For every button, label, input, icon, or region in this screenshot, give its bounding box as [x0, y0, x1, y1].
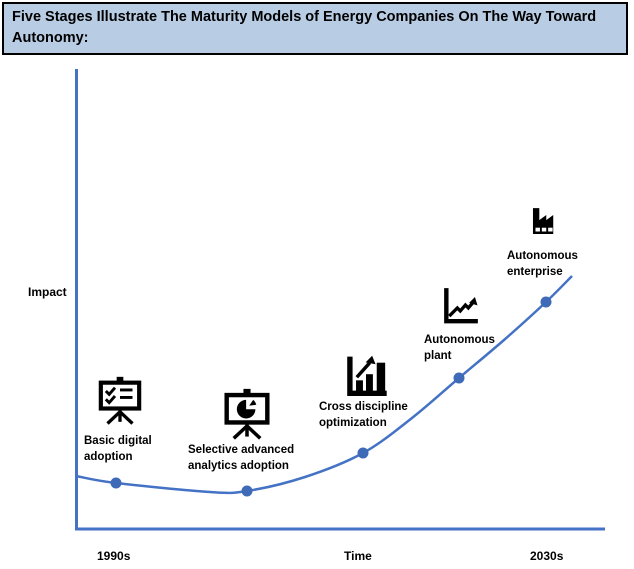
stage-marker-dot	[110, 477, 122, 489]
bar-chart-growth-icon	[343, 353, 389, 400]
stage-label-basic-digital-adoption: Basic digital adoption	[84, 435, 152, 463]
y-axis-label: Impact	[28, 285, 67, 299]
easel-pie-chart-icon	[220, 388, 274, 441]
stage-marker-dot	[241, 485, 253, 497]
stage-marker-dot	[453, 372, 465, 384]
factory-icon	[526, 203, 564, 241]
x-axis-label: Time	[344, 549, 372, 563]
x-tick-2030s: 2030s	[530, 549, 564, 563]
title-bar: Five Stages Illustrate The Maturity Mode…	[2, 2, 628, 55]
stage-marker-dot	[357, 447, 369, 459]
x-tick-1990s: 1990s	[97, 549, 131, 563]
easel-checklist-icon	[95, 376, 145, 426]
stage-label-autonomous-plant: Autonomous plant	[424, 334, 495, 362]
figure-title: Five Stages Illustrate The Maturity Mode…	[12, 9, 597, 46]
stage-label-cross-discipline-optimization: Cross discipline optimization	[319, 401, 408, 429]
stage-label-autonomous-enterprise: Autonomous enterprise	[507, 250, 578, 278]
line-chart-trend-icon	[439, 284, 483, 329]
stage-label-selective-advanced-analytics-adoption: Selective advanced analytics adoption	[188, 444, 295, 472]
stage-marker-dot	[540, 296, 552, 308]
